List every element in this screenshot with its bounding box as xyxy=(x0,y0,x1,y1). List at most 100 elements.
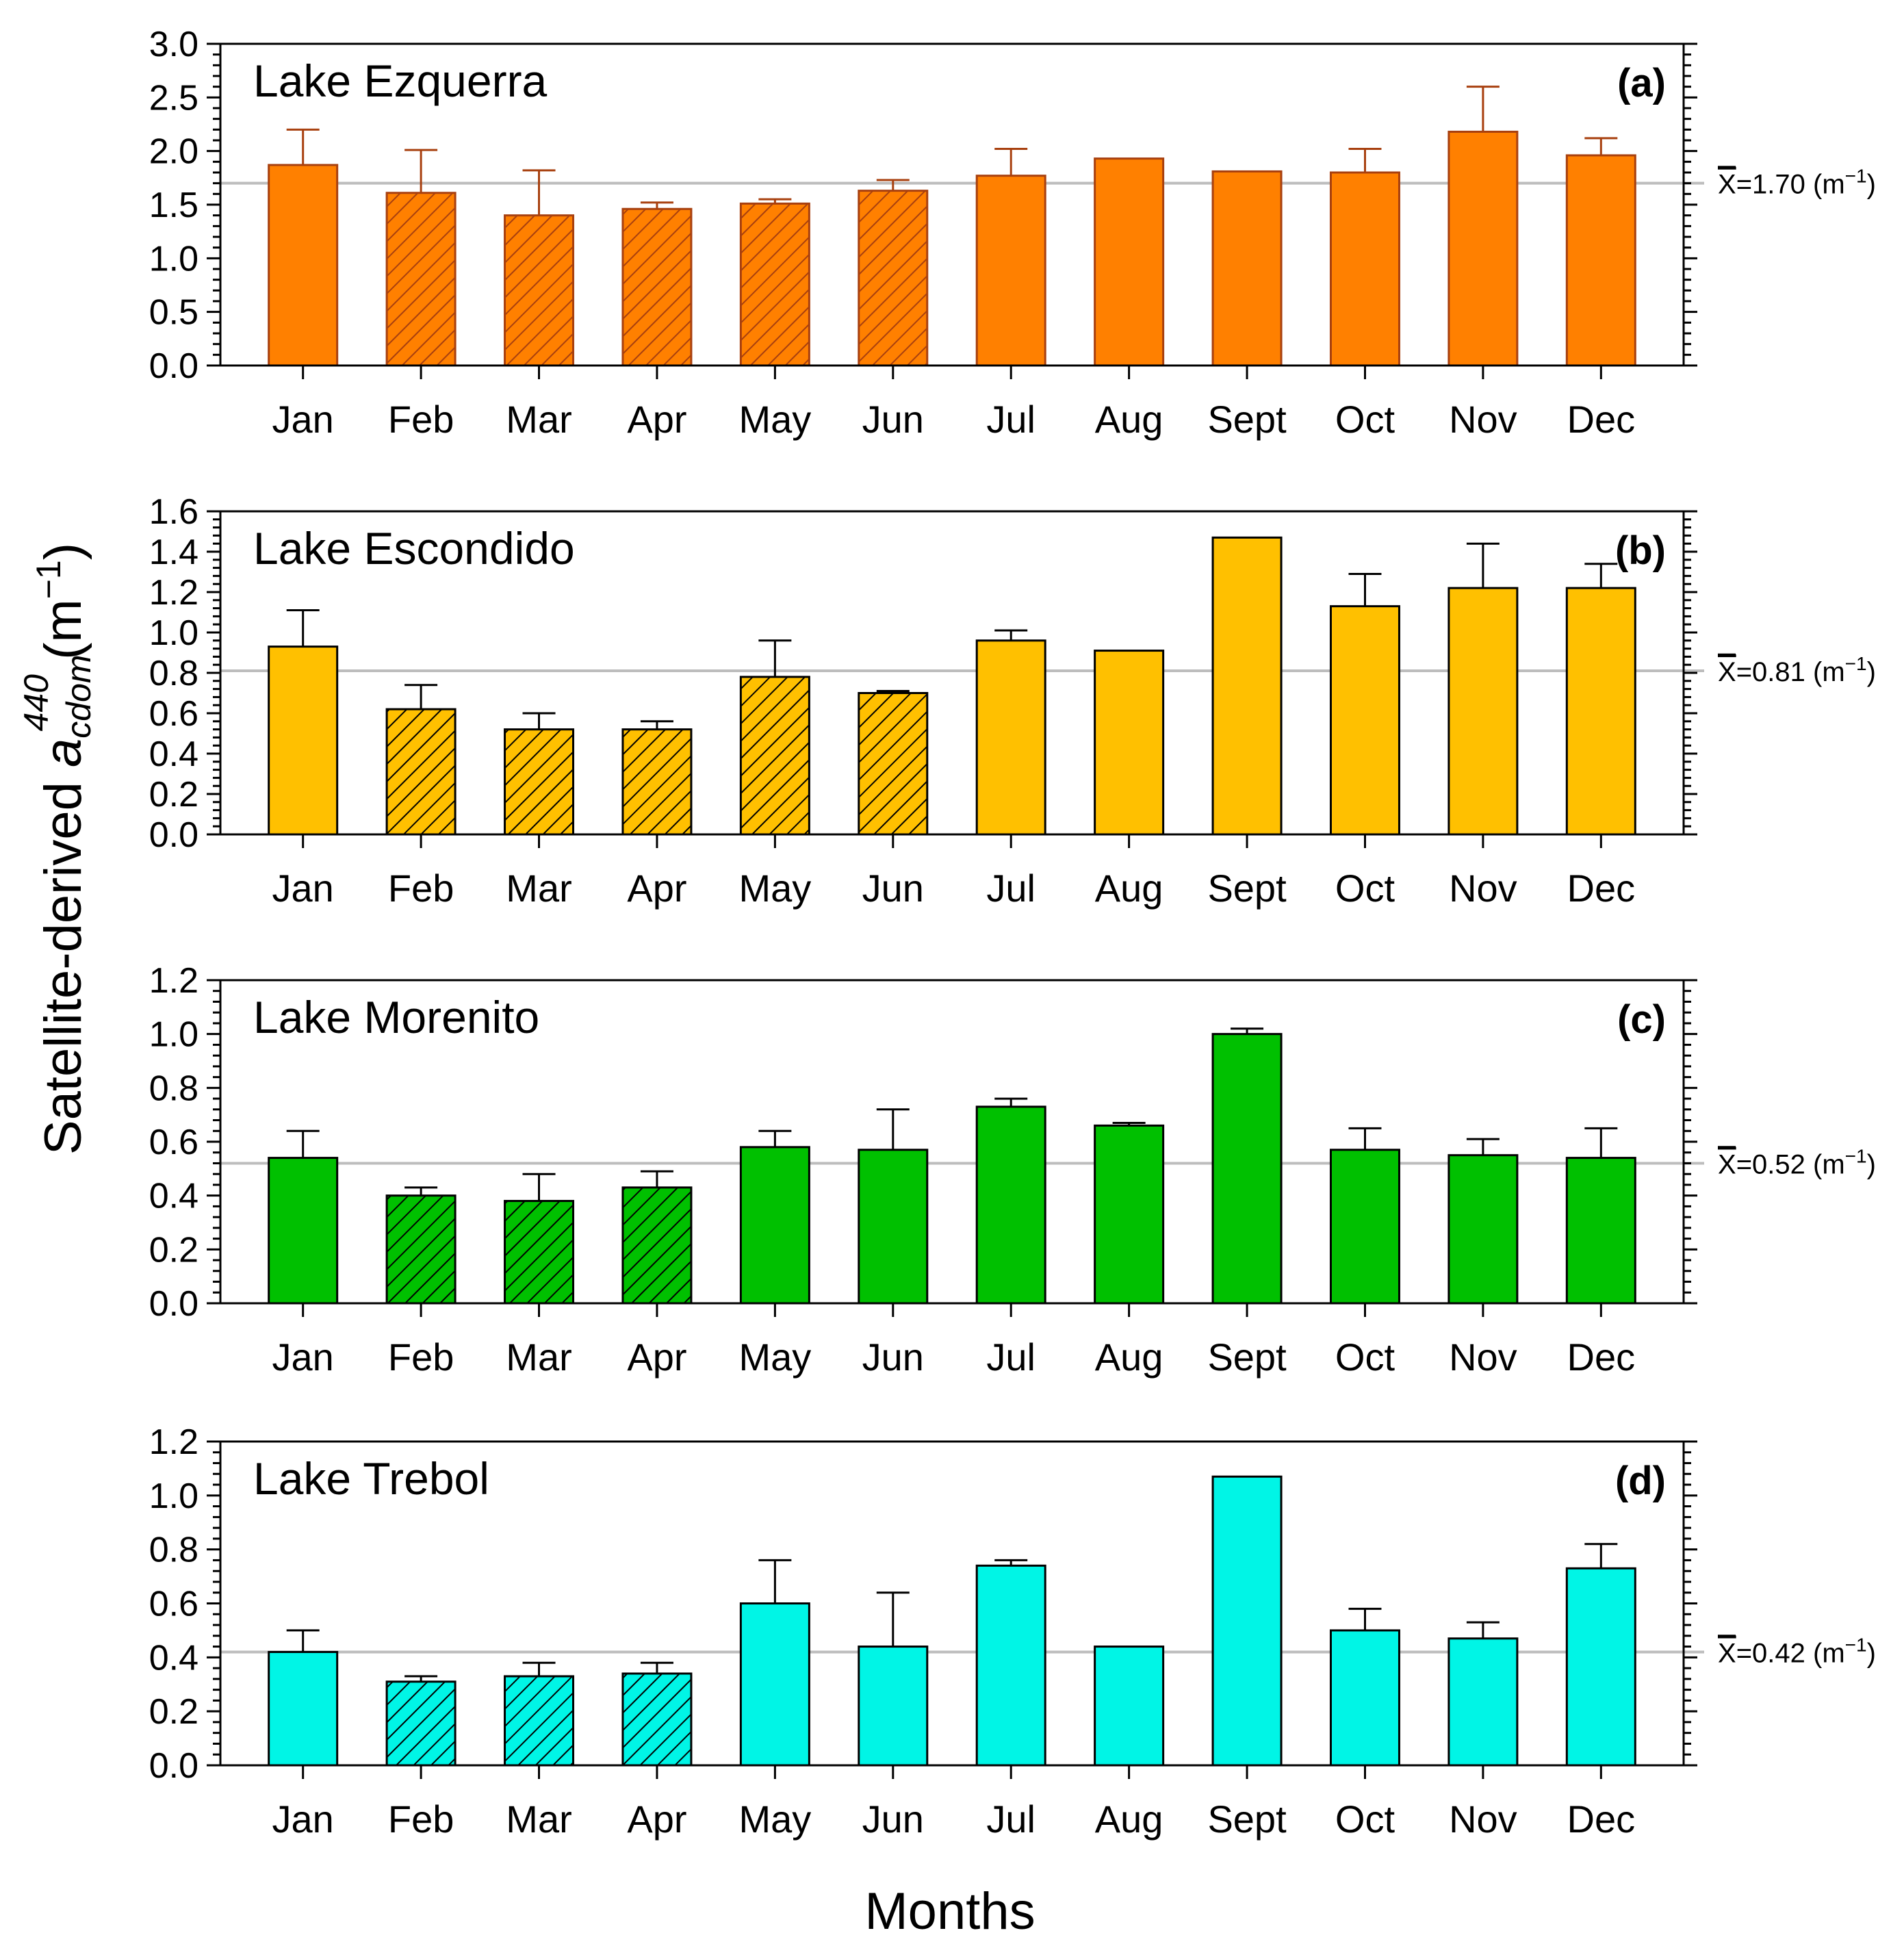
y-tick-label: 0.2 xyxy=(149,775,198,815)
chart-panels: 0.0 0.5 1.0 1.5 2.0 2.5 3.0 Jan Feb Mar Apr May Jun J… xyxy=(149,25,1876,1841)
mean-symbol: X xyxy=(1718,1638,1736,1668)
x-tick-label-feb: Feb xyxy=(388,398,454,441)
y-tick-label: 1.4 xyxy=(149,533,198,572)
y-tick-label: 0.8 xyxy=(149,654,198,693)
mean-label: X=0.81 (m−1) xyxy=(1718,653,1876,687)
error-bar-jun xyxy=(876,690,910,693)
y-tick-label: 2.0 xyxy=(149,132,198,172)
error-bar-may xyxy=(758,1129,792,1147)
x-tick-label-sept: Sept xyxy=(1207,867,1287,910)
error-bar-nov xyxy=(1466,1621,1500,1639)
mean-close: ) xyxy=(1867,170,1876,200)
y-tick-label: 0.2 xyxy=(149,1230,198,1270)
error-bar-may xyxy=(758,639,792,677)
x-tick-label-dec: Dec xyxy=(1567,1797,1636,1841)
y-tick-label: 1.6 xyxy=(149,492,198,532)
bar-dec xyxy=(1565,1567,1636,1767)
mean-symbol: X xyxy=(1718,657,1736,687)
bar-nov xyxy=(1448,587,1519,836)
mean-exp: −1 xyxy=(1845,653,1867,674)
x-tick-label-mar: Mar xyxy=(506,867,571,910)
error-bar-sept xyxy=(1231,1027,1264,1034)
error-bar-jun xyxy=(876,179,910,191)
y-tick-label: 1.0 xyxy=(149,613,198,653)
y-tick-label: 1.5 xyxy=(149,185,198,225)
y-tick-label: 0.0 xyxy=(149,346,198,386)
bar-apr xyxy=(621,1186,693,1305)
x-tick-label-oct: Oct xyxy=(1335,1335,1395,1379)
x-tick-label-aug: Aug xyxy=(1095,398,1163,441)
y-axis-title-close: ) xyxy=(34,543,92,560)
x-tick-label-nov: Nov xyxy=(1449,398,1517,441)
panel-a: 0.0 0.5 1.0 1.5 2.0 2.5 3.0 Jan Feb Mar Apr May Jun J… xyxy=(149,25,1876,441)
x-tick-label-jun: Jun xyxy=(862,1335,924,1379)
error-bar-apr xyxy=(640,201,673,209)
bar-oct xyxy=(1329,1629,1400,1767)
bar-jun xyxy=(858,1149,929,1305)
bar-dec xyxy=(1565,587,1636,836)
x-tick-label-jul: Jul xyxy=(986,398,1035,441)
error-bar-jun xyxy=(876,1108,910,1150)
bar-jun xyxy=(858,190,929,367)
mean-close: ) xyxy=(1867,657,1876,687)
x-tick-label-aug: Aug xyxy=(1095,1797,1163,1841)
y-tick-label: 1.2 xyxy=(149,1422,198,1462)
error-bar-feb xyxy=(404,149,438,193)
error-bar-mar xyxy=(522,1661,556,1676)
x-tick-label-jun: Jun xyxy=(862,398,924,441)
x-tick-label-dec: Dec xyxy=(1567,867,1636,910)
error-bar-apr xyxy=(640,1170,673,1188)
bar-jan xyxy=(268,1157,339,1305)
error-bar-mar xyxy=(522,169,556,216)
y-tick-label: 0.0 xyxy=(149,815,198,855)
panel-d: 0.0 0.2 0.4 0.6 0.8 1.0 1.2 Jan Feb Mar Apr May Jun J… xyxy=(149,1422,1876,1841)
y-axis-title-main: Satellite-derived xyxy=(34,767,92,1155)
bar-nov xyxy=(1448,1637,1519,1767)
error-bar-oct xyxy=(1348,148,1382,172)
bar-dec xyxy=(1565,1157,1636,1305)
x-tick-label-jul: Jul xyxy=(986,867,1035,910)
mean-symbol: X xyxy=(1718,1149,1736,1179)
error-bar-jul xyxy=(994,148,1028,176)
bar-jul xyxy=(975,175,1046,367)
panel-letter: (c) xyxy=(1617,997,1666,1042)
bar-feb xyxy=(385,708,456,836)
error-bar-jul xyxy=(994,629,1028,641)
bar-nov xyxy=(1448,1154,1519,1305)
x-tick-label-aug: Aug xyxy=(1095,867,1163,910)
error-bar-apr xyxy=(640,720,673,730)
mean-label: X=0.42 (m−1) xyxy=(1718,1634,1876,1668)
bar-mar xyxy=(504,1675,575,1767)
panel-letter: (a) xyxy=(1617,61,1666,105)
panel-title: Lake Morenito xyxy=(253,992,539,1042)
x-tick-label-jan: Jan xyxy=(272,1335,334,1379)
bar-oct xyxy=(1329,171,1400,367)
y-axis-title-var: a xyxy=(34,739,92,767)
mean-exp: −1 xyxy=(1845,1145,1867,1166)
mean-exp: −1 xyxy=(1845,166,1867,187)
x-tick-label-sept: Sept xyxy=(1207,398,1287,441)
error-bar-oct xyxy=(1348,1607,1382,1630)
y-tick-label: 0.2 xyxy=(149,1692,198,1732)
bar-dec xyxy=(1565,154,1636,367)
panel-title: Lake Ezquerra xyxy=(253,55,548,106)
x-tick-label-may: May xyxy=(738,1335,811,1379)
bar-oct xyxy=(1329,605,1400,836)
x-tick-label-dec: Dec xyxy=(1567,398,1636,441)
bar-apr xyxy=(621,728,693,836)
x-tick-label-sept: Sept xyxy=(1207,1797,1287,1841)
bar-jan xyxy=(268,1650,339,1767)
bar-aug xyxy=(1094,1646,1165,1767)
error-bar-may xyxy=(758,198,792,204)
error-bar-feb xyxy=(404,1675,438,1682)
bar-sept xyxy=(1211,536,1283,836)
x-tick-label-oct: Oct xyxy=(1335,398,1395,441)
bar-may xyxy=(739,676,810,836)
x-tick-label-aug: Aug xyxy=(1095,1335,1163,1379)
mean-close: ) xyxy=(1867,1149,1876,1179)
bar-feb xyxy=(385,192,456,367)
x-tick-label-nov: Nov xyxy=(1449,1797,1517,1841)
bar-sept xyxy=(1211,1475,1283,1767)
panel-c: 0.0 0.2 0.4 0.6 0.8 1.0 1.2 Jan Feb Mar Apr May Jun J… xyxy=(149,961,1876,1379)
